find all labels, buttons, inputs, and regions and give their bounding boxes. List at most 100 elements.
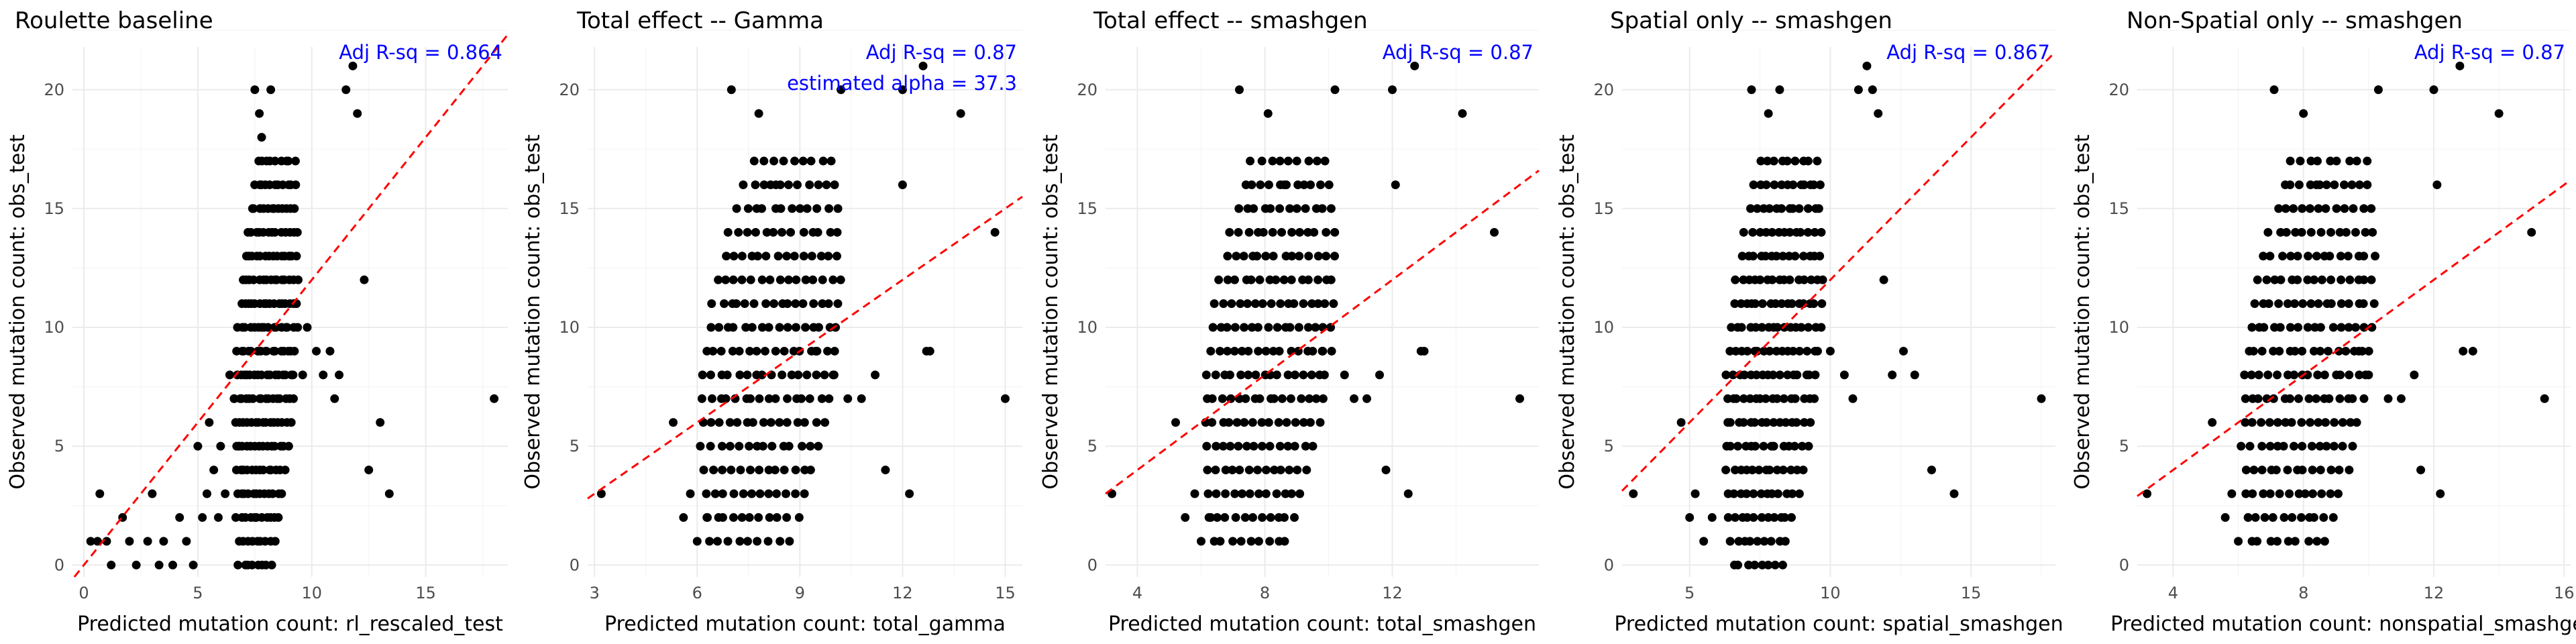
x-tick-label: 16 — [2554, 584, 2575, 602]
data-point — [2348, 394, 2357, 403]
data-point — [143, 537, 152, 546]
data-point — [1515, 394, 1524, 403]
data-point — [740, 299, 749, 309]
data-point — [703, 513, 712, 522]
data-point — [1785, 275, 1794, 284]
data-point — [818, 275, 827, 284]
data-point — [325, 346, 335, 356]
data-point — [802, 204, 812, 213]
data-point — [1221, 466, 1230, 475]
data-point — [1268, 156, 1277, 166]
data-point — [709, 466, 718, 475]
data-point — [2271, 466, 2281, 475]
data-point — [2288, 513, 2297, 522]
data-point — [1813, 346, 1822, 356]
data-point — [250, 85, 260, 95]
data-point — [2290, 370, 2299, 380]
data-point — [2416, 466, 2426, 475]
data-point — [1212, 513, 1222, 522]
data-point — [1795, 346, 1805, 356]
data-point — [1261, 346, 1271, 356]
panel-title: Spatial only -- smashgen — [1610, 7, 1892, 34]
data-point — [2297, 418, 2306, 427]
data-point — [1780, 537, 1790, 546]
data-point — [154, 560, 164, 570]
data-point — [2345, 275, 2355, 284]
data-point — [1799, 275, 1809, 284]
data-point — [2286, 180, 2295, 189]
data-point — [794, 513, 804, 522]
data-point — [1773, 323, 1782, 332]
data-point — [1785, 227, 1794, 237]
data-point — [764, 394, 773, 403]
x-tick-label: 4 — [2168, 584, 2178, 602]
data-point — [216, 441, 225, 451]
y-tick-label: 10 — [1077, 318, 1097, 337]
data-point — [1216, 346, 1225, 356]
y-tick-label: 0 — [1087, 555, 1097, 574]
data-point — [828, 275, 838, 284]
data-point — [2259, 323, 2269, 332]
data-point — [1796, 323, 1806, 332]
data-point — [781, 489, 790, 498]
data-point — [790, 156, 800, 166]
data-point — [1225, 370, 1234, 380]
data-point — [2298, 346, 2307, 356]
data-point — [1203, 466, 1212, 475]
data-point — [264, 323, 273, 332]
data-point — [792, 275, 801, 284]
data-point — [205, 418, 214, 427]
y-axis-label: Observed mutation count: obs_test — [1039, 134, 1063, 489]
data-point — [2284, 537, 2293, 546]
data-point — [732, 299, 741, 309]
data-point — [805, 180, 814, 189]
data-point — [198, 513, 207, 522]
data-point — [1320, 370, 1329, 380]
data-point — [1218, 394, 1227, 403]
data-point — [2333, 489, 2343, 498]
data-point — [1246, 156, 1255, 166]
data-point — [2361, 227, 2370, 237]
data-point — [2383, 394, 2393, 403]
data-point — [2285, 489, 2294, 498]
data-point — [168, 560, 178, 570]
data-point — [2363, 180, 2372, 189]
data-point — [2348, 441, 2357, 451]
data-point — [2296, 156, 2305, 166]
data-point — [225, 370, 234, 380]
data-point — [800, 418, 809, 427]
data-point — [1316, 418, 1325, 427]
data-point — [1803, 346, 1812, 356]
data-point — [1721, 370, 1731, 380]
data-point — [1307, 370, 1316, 380]
data-point — [1316, 180, 1326, 189]
data-point — [1240, 513, 1250, 522]
data-point — [2326, 156, 2335, 166]
data-point — [1770, 560, 1780, 570]
data-point — [1731, 466, 1740, 475]
data-point — [1388, 85, 1397, 95]
data-point — [1234, 204, 1244, 213]
data-point — [2367, 204, 2376, 213]
data-point — [1748, 252, 1758, 261]
data-point — [2359, 204, 2369, 213]
data-point — [871, 370, 880, 380]
data-point — [1269, 394, 1279, 403]
data-point — [2527, 227, 2536, 237]
data-point — [2312, 252, 2321, 261]
data-point — [1788, 489, 1797, 498]
data-point — [2306, 299, 2316, 309]
data-point — [2326, 227, 2336, 237]
data-point — [1758, 560, 1767, 570]
data-point — [2314, 299, 2323, 309]
data-point — [107, 560, 116, 570]
data-point — [836, 275, 845, 284]
data-point — [793, 418, 802, 427]
data-point — [898, 180, 907, 189]
data-point — [1731, 346, 1741, 356]
data-point — [1304, 252, 1313, 261]
data-point — [1261, 489, 1271, 498]
data-point — [1272, 370, 1281, 380]
data-point — [2257, 441, 2267, 451]
x-tick-label: 8 — [2298, 584, 2308, 602]
